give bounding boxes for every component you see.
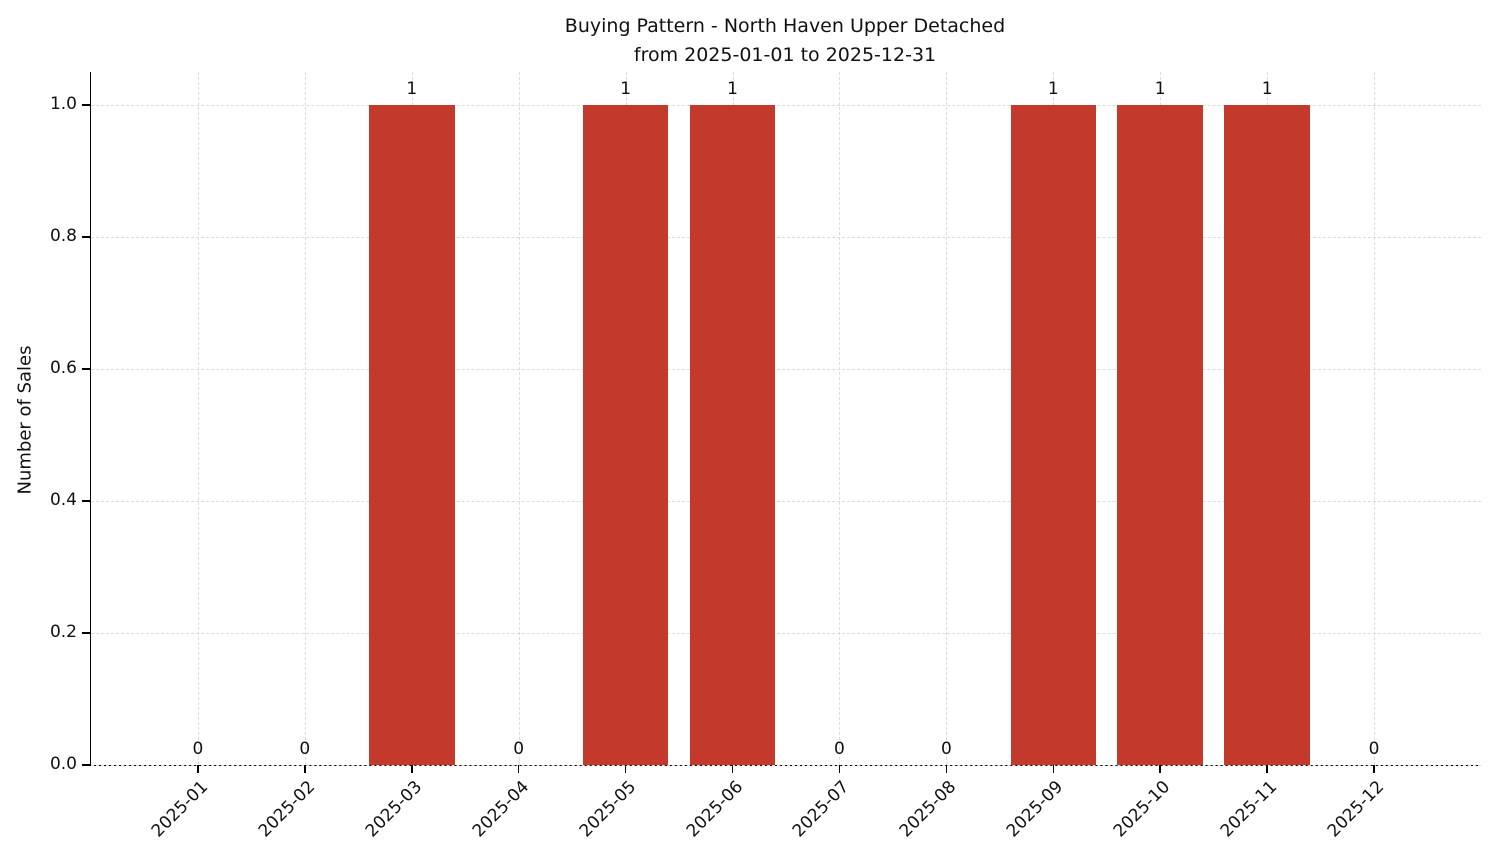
x-tick-mark: [1266, 765, 1268, 773]
y-tick-mark: [82, 104, 90, 106]
bar-2025-06: [689, 105, 776, 765]
bar-value-label: 0: [513, 739, 525, 759]
y-tick-mark: [82, 764, 90, 766]
bar-value-label: 1: [1047, 79, 1059, 99]
bar-value-label: 0: [192, 739, 204, 759]
y-tick-label: 0.6: [49, 358, 77, 378]
x-gridline: [946, 72, 948, 765]
chart-title-line2: from 2025-01-01 to 2025-12-31: [633, 44, 937, 67]
y-tick-mark: [82, 632, 90, 634]
x-tick-mark: [197, 765, 199, 773]
bar-value-label: 1: [1261, 79, 1273, 99]
bar-2025-05: [582, 105, 669, 765]
x-tick-mark: [624, 765, 627, 773]
y-gridline: [91, 633, 1481, 634]
bar-value-label: 0: [299, 739, 311, 759]
y-gridline: [91, 237, 1481, 238]
y-tick-label: 1.0: [49, 94, 77, 114]
y-gridline: [91, 105, 1481, 106]
x-tick-mark: [731, 765, 734, 773]
bar-value-label: 1: [727, 79, 738, 99]
bar-2025-09: [1010, 105, 1097, 765]
bar-value-label: 1: [620, 79, 632, 99]
bar-value-label: 1: [1154, 79, 1166, 99]
y-gridline: [91, 501, 1481, 502]
chart-title: Buying Pattern - North Haven Upper Detac…: [90, 12, 1480, 71]
y-tick-label: 0.8: [49, 226, 77, 246]
bar-value-label: 0: [834, 739, 845, 759]
x-tick-label: 2025-01: [147, 777, 213, 842]
bar-2025-10: [1117, 105, 1203, 765]
y-tick-label: 0.0: [49, 754, 77, 774]
y-gridline: [91, 369, 1481, 370]
x-gridline: [839, 72, 841, 765]
x-gridline: [1374, 72, 1376, 765]
x-tick-mark: [517, 765, 520, 773]
x-tick-mark: [411, 765, 413, 773]
bar-value-label: 1: [406, 79, 418, 99]
chart-title-line1: Buying Pattern - North Haven Upper Detac…: [564, 15, 1006, 37]
bar-value-label: 0: [1368, 739, 1380, 759]
x-gridline: [304, 72, 306, 765]
y-tick-mark: [82, 368, 90, 370]
x-tick-mark: [1373, 765, 1375, 773]
y-tick-mark: [82, 236, 90, 238]
bar-2025-11: [1224, 105, 1310, 765]
bar-value-label: 0: [940, 739, 952, 759]
x-tick-mark: [1052, 765, 1055, 773]
x-tick-mark: [945, 765, 948, 773]
y-gridline: [91, 765, 1481, 766]
x-gridline: [197, 72, 199, 765]
x-tick-mark: [838, 765, 841, 773]
bar-2025-03: [369, 105, 455, 765]
x-tick-mark: [1159, 765, 1161, 773]
y-tick-mark: [82, 500, 90, 502]
plot-area: 0.0 0.2 0.4 0.6 0.8 1.0 0 2025-01 0 2025-02 1 2025-…: [50, 72, 1481, 841]
y-tick-label: 0.4: [49, 490, 77, 510]
y-tick-label: 0.2: [49, 622, 77, 642]
x-gridline: [518, 72, 520, 765]
x-tick-mark: [304, 765, 306, 773]
